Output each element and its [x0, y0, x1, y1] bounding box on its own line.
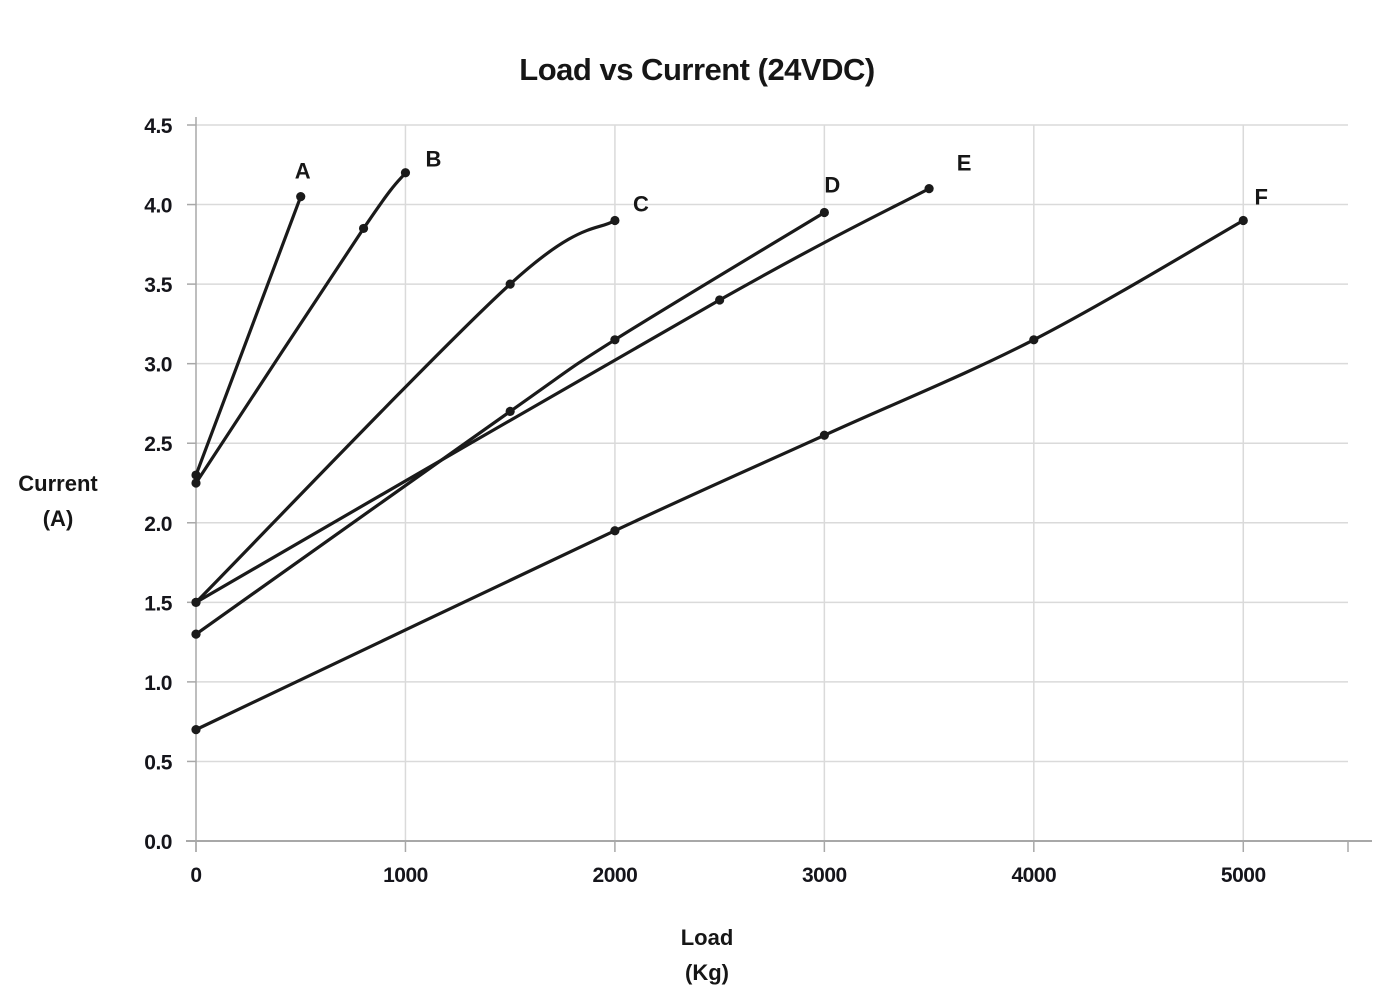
y-tick-label: 2.5 — [144, 433, 173, 456]
y-axis-title-line2: (A) — [42, 506, 74, 531]
x-axis-title: Load (Kg) — [681, 920, 734, 990]
y-tick-label: 1.0 — [144, 672, 172, 695]
series-F-line — [194, 218, 1245, 732]
series-B-marker — [358, 223, 369, 234]
series-E-marker — [715, 295, 725, 305]
series-F-marker — [1029, 335, 1039, 345]
series-D-marker — [610, 335, 620, 345]
series-C-label: C — [633, 191, 649, 216]
y-tick-label: 4.0 — [144, 195, 172, 218]
series-E-label: E — [957, 151, 972, 176]
series-F-marker — [1238, 215, 1248, 226]
x-tick-label: 1000 — [383, 864, 428, 887]
x-tick-label: 3000 — [802, 864, 847, 887]
series-D-marker — [819, 207, 829, 218]
x-tick-label: 4000 — [1011, 864, 1056, 887]
y-axis-title: Current (A) — [18, 466, 97, 536]
x-tick-label: 5000 — [1221, 864, 1266, 887]
series-C-marker — [505, 279, 515, 289]
series-F-marker — [191, 725, 201, 735]
series-A-label: A — [295, 159, 311, 184]
series-B-line — [194, 171, 408, 485]
x-tick-label: 0 — [190, 864, 201, 887]
chart-title: Load vs Current (24VDC) — [519, 52, 875, 87]
y-tick-label: 3.0 — [144, 354, 172, 377]
series-F-marker — [610, 526, 620, 536]
series-E-marker — [924, 184, 934, 194]
series-C-line — [194, 218, 617, 604]
y-tick-label: 1.5 — [144, 592, 173, 615]
series-C-marker — [610, 215, 620, 226]
x-tick-label: 2000 — [593, 864, 638, 887]
series-E-line — [194, 187, 931, 604]
series-D-line — [194, 210, 826, 636]
series-F-label: F — [1255, 184, 1268, 209]
y-tick-label: 2.0 — [144, 513, 172, 536]
series-F-marker — [819, 430, 829, 440]
x-axis-title-line2: (Kg) — [685, 960, 729, 985]
y-tick-label: 3.5 — [144, 274, 173, 297]
series-E-marker — [191, 597, 201, 607]
series-D-label: D — [824, 173, 840, 198]
x-axis-title-line1: Load — [680, 925, 734, 950]
y-axis-title-line1: Current — [18, 471, 98, 496]
series-D-marker — [505, 406, 515, 416]
series-A-line — [194, 195, 303, 477]
series-B-marker — [400, 168, 411, 178]
series-B-marker — [191, 478, 201, 488]
series-D-marker — [191, 629, 201, 639]
y-tick-label: 0.5 — [144, 751, 173, 774]
y-tick-label: 0.0 — [144, 831, 172, 854]
series-B-label: B — [426, 147, 442, 172]
series-A-marker — [296, 192, 306, 202]
y-tick-label: 4.5 — [144, 115, 173, 138]
